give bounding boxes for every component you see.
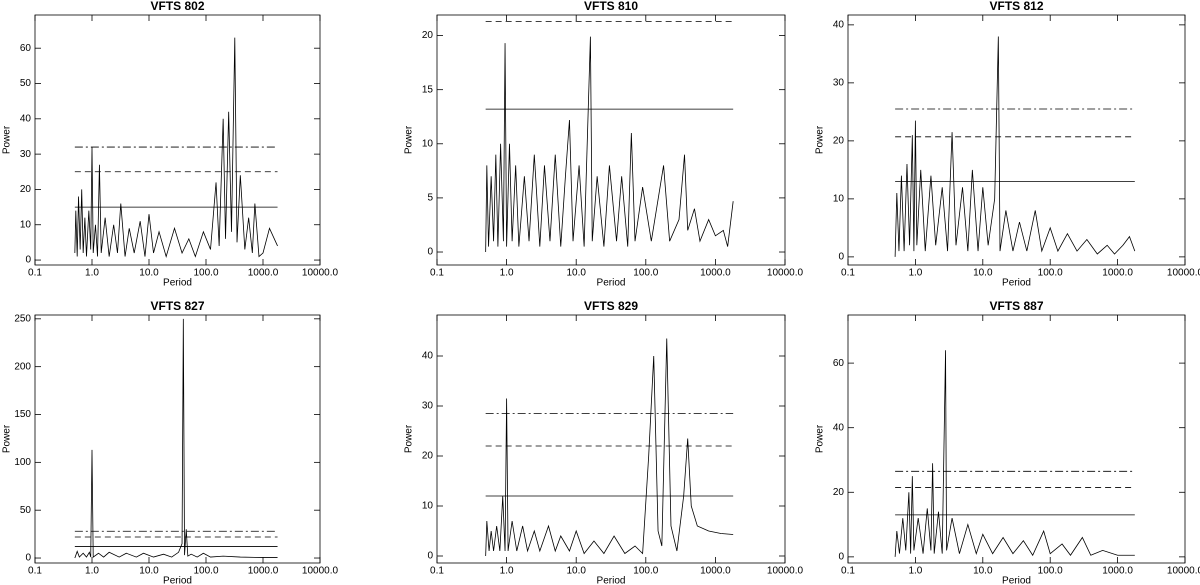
- plot-frame: [847, 14, 1186, 266]
- x-tick-label: 0.1: [841, 566, 855, 577]
- y-tick-label: 0: [838, 552, 844, 563]
- y-tick-label: 30: [833, 78, 845, 89]
- y-tick-label: 40: [833, 422, 845, 433]
- y-axis-label: Power: [815, 125, 826, 154]
- panel-title: VFTS 827: [150, 299, 204, 313]
- y-tick-label: 250: [14, 313, 31, 324]
- x-tick-label: 10000.0: [1167, 268, 1200, 279]
- y-tick-label: 20: [422, 30, 434, 41]
- x-tick-label: 10000.0: [767, 566, 804, 577]
- x-tick-label: 1000.0: [248, 268, 279, 279]
- x-tick-label: 0.1: [28, 268, 42, 279]
- x-tick-label: 1000.0: [700, 268, 731, 279]
- y-tick-label: 200: [14, 361, 31, 372]
- x-tick-label: 10000.0: [302, 566, 339, 577]
- y-tick-label: 5: [427, 193, 433, 204]
- y-tick-label: 10: [422, 138, 434, 149]
- x-tick-label: 0.1: [430, 268, 444, 279]
- x-axis-label: Period: [163, 278, 192, 289]
- x-tick-label: 10000.0: [302, 268, 339, 279]
- y-tick-label: 15: [422, 84, 434, 95]
- y-tick-label: 20: [20, 184, 32, 195]
- periodogram-line: [894, 350, 1135, 557]
- periodogram-line: [74, 318, 278, 559]
- y-tick-label: 60: [833, 358, 845, 369]
- x-tick-label: 1000.0: [1102, 268, 1133, 279]
- panel-title: VFTS 812: [989, 0, 1043, 13]
- y-tick-label: 20: [422, 451, 434, 462]
- x-tick-label: 10000.0: [767, 268, 804, 279]
- panel-title: VFTS 829: [584, 299, 638, 313]
- y-tick-label: 60: [20, 43, 32, 54]
- y-tick-label: 0: [427, 551, 433, 562]
- x-axis-label: Period: [597, 278, 626, 289]
- y-tick-label: 40: [833, 20, 845, 31]
- x-tick-label: 100.0: [633, 268, 658, 279]
- x-tick-label: 10.0: [139, 566, 159, 577]
- plot-frame: [436, 14, 786, 266]
- y-tick-label: 0: [25, 553, 31, 564]
- y-tick-label: 50: [20, 78, 32, 89]
- x-tick-label: 1.0: [500, 268, 514, 279]
- periodogram-line: [894, 36, 1136, 257]
- x-tick-label: 100.0: [1038, 268, 1063, 279]
- y-axis-label: Power: [2, 125, 13, 154]
- x-tick-label: 1.0: [908, 566, 922, 577]
- plot-frame: [34, 14, 321, 266]
- panel-title: VFTS 810: [584, 0, 638, 13]
- plot-frame: [436, 314, 786, 564]
- y-tick-label: 150: [14, 409, 31, 420]
- y-tick-label: 10: [833, 194, 845, 205]
- y-tick-label: 40: [20, 113, 32, 124]
- x-tick-label: 1000.0: [700, 566, 731, 577]
- y-tick-label: 100: [14, 457, 31, 468]
- periodogram-line: [485, 338, 734, 557]
- x-axis-label: Period: [1002, 278, 1031, 289]
- y-axis-label: Power: [404, 125, 415, 154]
- x-tick-label: 1.0: [500, 566, 514, 577]
- y-tick-label: 20: [833, 136, 845, 147]
- y-tick-label: 20: [833, 487, 845, 498]
- y-tick-label: 30: [422, 401, 434, 412]
- y-tick-label: 30: [20, 149, 32, 160]
- x-tick-label: 10.0: [973, 268, 993, 279]
- y-tick-label: 10: [20, 219, 32, 230]
- y-tick-label: 0: [838, 252, 844, 263]
- x-tick-label: 0.1: [841, 268, 855, 279]
- x-tick-label: 100.0: [633, 566, 658, 577]
- y-axis-label: Power: [404, 424, 415, 453]
- periodogram-line: [74, 37, 278, 258]
- y-tick-label: 0: [25, 255, 31, 266]
- x-tick-label: 1.0: [85, 268, 99, 279]
- x-tick-label: 0.1: [430, 566, 444, 577]
- x-axis-label: Period: [1002, 576, 1031, 585]
- x-tick-label: 10.0: [139, 268, 159, 279]
- panel-title: VFTS 802: [150, 0, 204, 13]
- y-axis-label: Power: [2, 424, 13, 453]
- plot-frame: [34, 314, 321, 564]
- y-tick-label: 40: [422, 351, 434, 362]
- x-axis-label: Period: [163, 576, 192, 585]
- x-tick-label: 1.0: [908, 268, 922, 279]
- x-tick-label: 100.0: [193, 268, 218, 279]
- x-tick-label: 1000.0: [248, 566, 279, 577]
- y-axis-label: Power: [815, 424, 826, 453]
- x-tick-label: 10000.0: [1167, 566, 1200, 577]
- y-tick-label: 0: [427, 247, 433, 258]
- x-tick-label: 0.1: [28, 566, 42, 577]
- x-tick-label: 10.0: [566, 566, 586, 577]
- x-tick-label: 100.0: [193, 566, 218, 577]
- plot-frame: [847, 314, 1186, 564]
- x-tick-label: 100.0: [1038, 566, 1063, 577]
- x-axis-label: Period: [597, 576, 626, 585]
- y-tick-label: 50: [20, 505, 32, 516]
- panel-title: VFTS 887: [989, 299, 1043, 313]
- x-tick-label: 1000.0: [1102, 566, 1133, 577]
- x-tick-label: 10.0: [973, 566, 993, 577]
- y-tick-label: 10: [422, 501, 434, 512]
- x-tick-label: 1.0: [85, 566, 99, 577]
- x-tick-label: 10.0: [566, 268, 586, 279]
- periodogram-line: [485, 36, 734, 253]
